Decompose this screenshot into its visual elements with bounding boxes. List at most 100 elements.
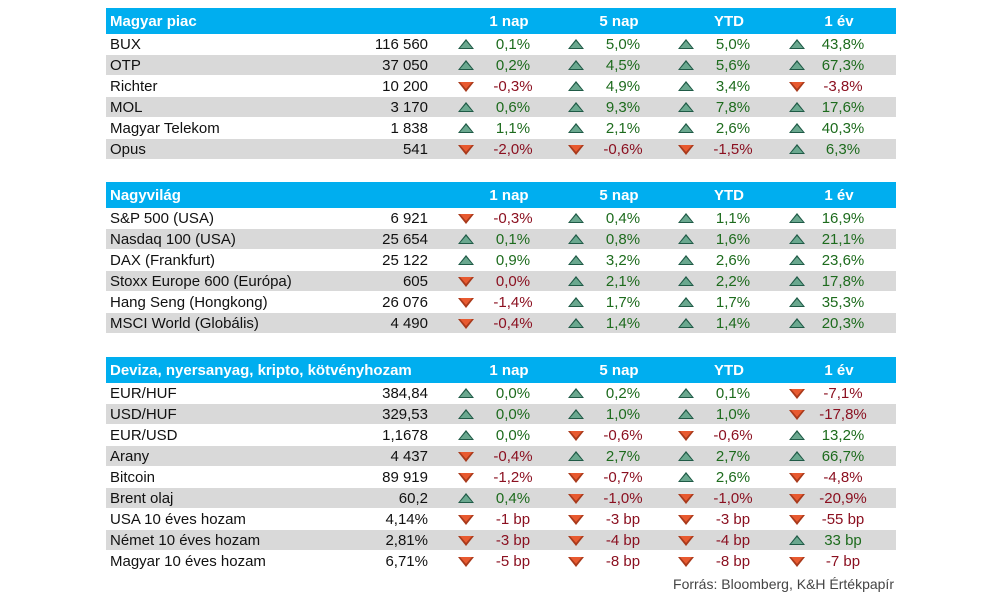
instrument-value: 116 560 <box>374 36 428 53</box>
instrument-value: 10 200 <box>382 78 428 95</box>
change-value: -55 bp <box>821 511 865 528</box>
down-arrow-icon <box>568 431 584 441</box>
change-value: -1 bp <box>495 511 531 528</box>
table-row: Opus 541 -2,0% -0,6% -1,5% 6,3% <box>106 139 896 160</box>
change-value: 6,3% <box>825 141 861 158</box>
change-value: -4,8% <box>823 469 863 486</box>
down-arrow-icon <box>458 298 474 308</box>
change-value: 1,1% <box>715 210 751 227</box>
up-arrow-icon <box>678 255 694 265</box>
down-arrow-icon <box>458 214 474 224</box>
change-value: 35,3% <box>821 294 865 311</box>
up-arrow-icon <box>568 255 584 265</box>
instrument-name: Nasdaq 100 (USA) <box>110 231 236 248</box>
change-value: 1,0% <box>715 406 751 423</box>
change-value: -1,0% <box>713 490 753 507</box>
up-arrow-icon <box>678 318 694 328</box>
down-arrow-icon <box>458 82 474 92</box>
up-arrow-icon <box>789 123 805 133</box>
change-value: 4,9% <box>605 78 641 95</box>
up-arrow-icon <box>568 451 584 461</box>
column-header: 5 nap <box>599 187 639 204</box>
table-row: MOL 3 170 0,6% 9,3% 7,8% 17,6% <box>106 97 896 118</box>
table-row: Nasdaq 100 (USA) 25 654 0,1% 0,8% 1,6% 21,1% <box>106 229 896 250</box>
market-table: Nagyvilág 1 nap 5 nap YTD 1 év S&P 500 (USA) 6… <box>106 182 896 334</box>
column-header: YTD <box>714 362 744 379</box>
instrument-value: 3 170 <box>390 99 428 116</box>
change-value: -3 bp <box>605 511 641 528</box>
column-header: 1 év <box>824 362 854 379</box>
change-value: -20,9% <box>819 490 867 507</box>
change-value: 0,0% <box>495 406 531 423</box>
up-arrow-icon <box>789 535 805 545</box>
up-arrow-icon <box>789 255 805 265</box>
change-value: 17,8% <box>821 273 865 290</box>
down-arrow-icon <box>678 557 694 567</box>
up-arrow-icon <box>678 60 694 70</box>
up-arrow-icon <box>789 102 805 112</box>
change-value: 0,6% <box>495 99 531 116</box>
up-arrow-icon <box>458 234 474 244</box>
market-table: Magyar piac 1 nap 5 nap YTD 1 év BUX 116 560 0,… <box>106 8 896 160</box>
change-value: 2,6% <box>715 120 751 137</box>
up-arrow-icon <box>678 409 694 419</box>
change-value: 0,1% <box>495 231 531 248</box>
change-value: -5 bp <box>495 553 531 570</box>
down-arrow-icon <box>568 494 584 504</box>
up-arrow-icon <box>568 213 584 223</box>
section-title: Deviza, nyersanyag, kripto, kötvényhozam <box>110 362 412 379</box>
up-arrow-icon <box>678 123 694 133</box>
down-arrow-icon <box>458 277 474 287</box>
table-row: Arany 4 437 -0,4% 2,7% 2,7% 66,7% <box>106 446 896 467</box>
change-value: 9,3% <box>605 99 641 116</box>
change-value: 5,6% <box>715 57 751 74</box>
down-arrow-icon <box>568 515 584 525</box>
change-value: -8 bp <box>715 553 751 570</box>
change-value: 1,7% <box>605 294 641 311</box>
instrument-value: 384,84 <box>382 385 428 402</box>
table-row: Magyar 10 éves hozam 6,71% -5 bp -8 bp -8 bp… <box>106 551 896 572</box>
change-value: -3,8% <box>823 78 863 95</box>
instrument-value: 89 919 <box>382 469 428 486</box>
change-value: 0,1% <box>715 385 751 402</box>
up-arrow-icon <box>458 39 474 49</box>
up-arrow-icon <box>678 234 694 244</box>
table-row: Brent olaj 60,2 0,4% -1,0% -1,0% -20,9% <box>106 488 896 509</box>
table-row: EUR/USD 1,1678 0,0% -0,6% -0,6% 13,2% <box>106 425 896 446</box>
instrument-name: Stoxx Europe 600 (Európa) <box>110 273 292 290</box>
instrument-name: MOL <box>110 99 143 116</box>
up-arrow-icon <box>568 276 584 286</box>
column-header: 1 nap <box>489 187 529 204</box>
instrument-name: OTP <box>110 57 141 74</box>
up-arrow-icon <box>458 102 474 112</box>
instrument-value: 541 <box>402 141 428 158</box>
change-value: 0,4% <box>495 490 531 507</box>
instrument-name: EUR/HUF <box>110 385 177 402</box>
change-value: 1,6% <box>715 231 751 248</box>
table-row: Német 10 éves hozam 2,81% -3 bp -4 bp -4 bp 3… <box>106 530 896 551</box>
instrument-value: 25 654 <box>382 231 428 248</box>
down-arrow-icon <box>678 515 694 525</box>
column-header: 1 nap <box>489 362 529 379</box>
instrument-value: 26 076 <box>382 294 428 311</box>
up-arrow-icon <box>568 409 584 419</box>
up-arrow-icon <box>458 60 474 70</box>
down-arrow-icon <box>678 431 694 441</box>
instrument-name: Magyar 10 éves hozam <box>110 553 266 570</box>
instrument-value: 4 437 <box>390 448 428 465</box>
down-arrow-icon <box>789 494 805 504</box>
instrument-value: 6,71% <box>385 553 428 570</box>
column-header: 1 nap <box>489 13 529 30</box>
down-arrow-icon <box>458 557 474 567</box>
down-arrow-icon <box>458 145 474 155</box>
change-value: 3,4% <box>715 78 751 95</box>
instrument-value: 2,81% <box>385 532 428 549</box>
table-row: Stoxx Europe 600 (Európa) 605 0,0% 2,1% 2,2%… <box>106 271 896 292</box>
change-value: 1,4% <box>715 315 751 332</box>
instrument-name: USD/HUF <box>110 406 177 423</box>
up-arrow-icon <box>568 123 584 133</box>
up-arrow-icon <box>568 388 584 398</box>
down-arrow-icon <box>568 536 584 546</box>
instrument-value: 6 921 <box>390 210 428 227</box>
change-value: -1,4% <box>493 294 533 311</box>
